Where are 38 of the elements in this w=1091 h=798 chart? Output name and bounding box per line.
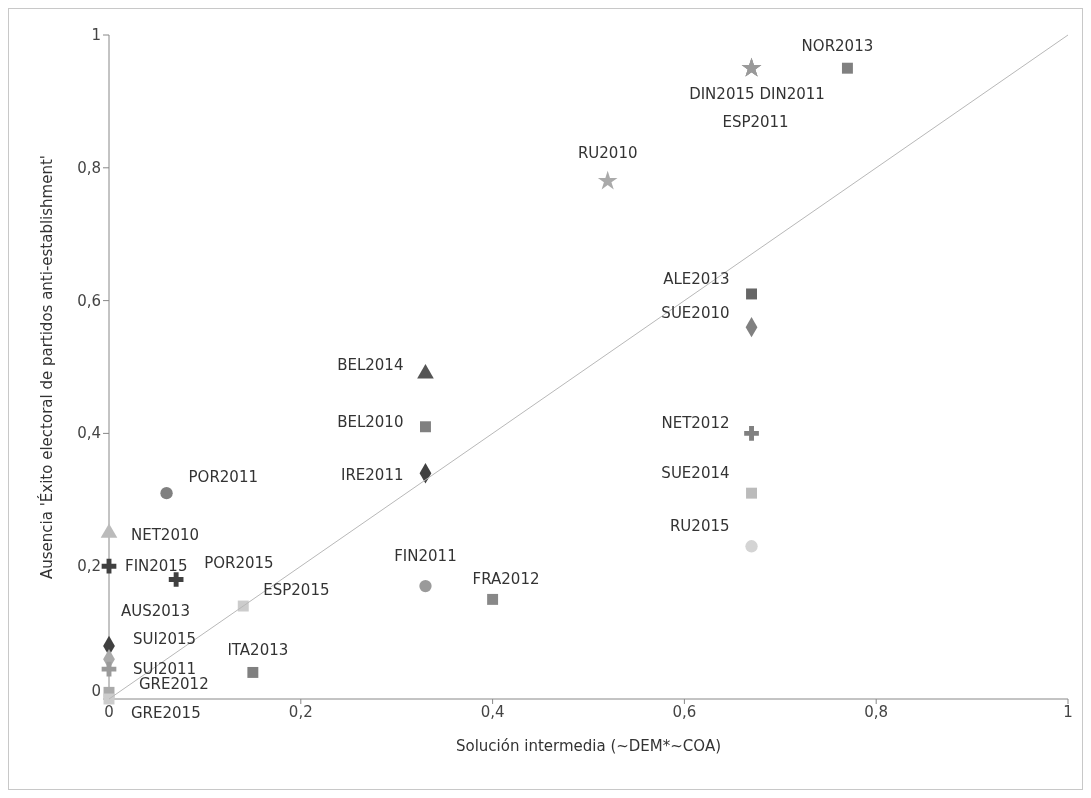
series-label: SUE2010: [661, 303, 730, 322]
series-label: BEL2014: [337, 356, 404, 375]
y-tick-label: 0: [91, 682, 101, 700]
y-axis-title: Ausencia 'Éxito electoral de partidos anti-establishment': [37, 155, 57, 579]
series-label: FRA2012: [472, 569, 540, 588]
y-tick-label: 1: [91, 26, 101, 44]
series-label: ITA2013: [227, 640, 289, 659]
series-label: BEL2010: [337, 413, 404, 432]
series-label: ALE2013: [663, 270, 730, 289]
series-label: SUE2014: [661, 463, 730, 482]
series-label: NOR2013: [801, 36, 874, 55]
series-label: RU2010: [577, 143, 638, 162]
y-tick-label: 0,4: [77, 424, 101, 443]
series-label: AUS2013: [121, 602, 190, 621]
series-label: POR2015: [204, 553, 274, 572]
x-tick-label: 0,6: [672, 702, 697, 721]
text: ESP2011: [722, 112, 789, 131]
x-tick-label: 0,4: [480, 702, 505, 721]
series-label: NET2012: [661, 413, 730, 432]
series-label: SUI2015: [133, 629, 197, 648]
series-label: FIN2015: [125, 556, 188, 575]
series-label: ESP2015: [263, 580, 330, 599]
y-tick-label: 0,6: [77, 291, 101, 310]
series-label: POR2011: [188, 467, 258, 486]
series-label: DIN2011: [759, 84, 825, 103]
series-label: GRE2015: [131, 703, 201, 722]
x-axis-title: Solución intermedia (~DEM*~COA): [455, 737, 722, 755]
x-tick-label: 0,2: [288, 702, 313, 721]
series-label: FIN2011: [394, 546, 457, 565]
series-label: IRE2011: [340, 465, 404, 484]
y-tick-label: 0,8: [77, 158, 101, 177]
series-label: DIN2015: [689, 84, 755, 103]
series-label: RU2015: [669, 516, 730, 535]
x-tick-label: 0,8: [864, 702, 889, 721]
x-tick-label: 1: [1063, 702, 1073, 721]
series-label: NET2010: [131, 525, 200, 544]
x-tick-label: 0: [104, 702, 114, 721]
y-tick-label: 0,2: [77, 557, 101, 576]
